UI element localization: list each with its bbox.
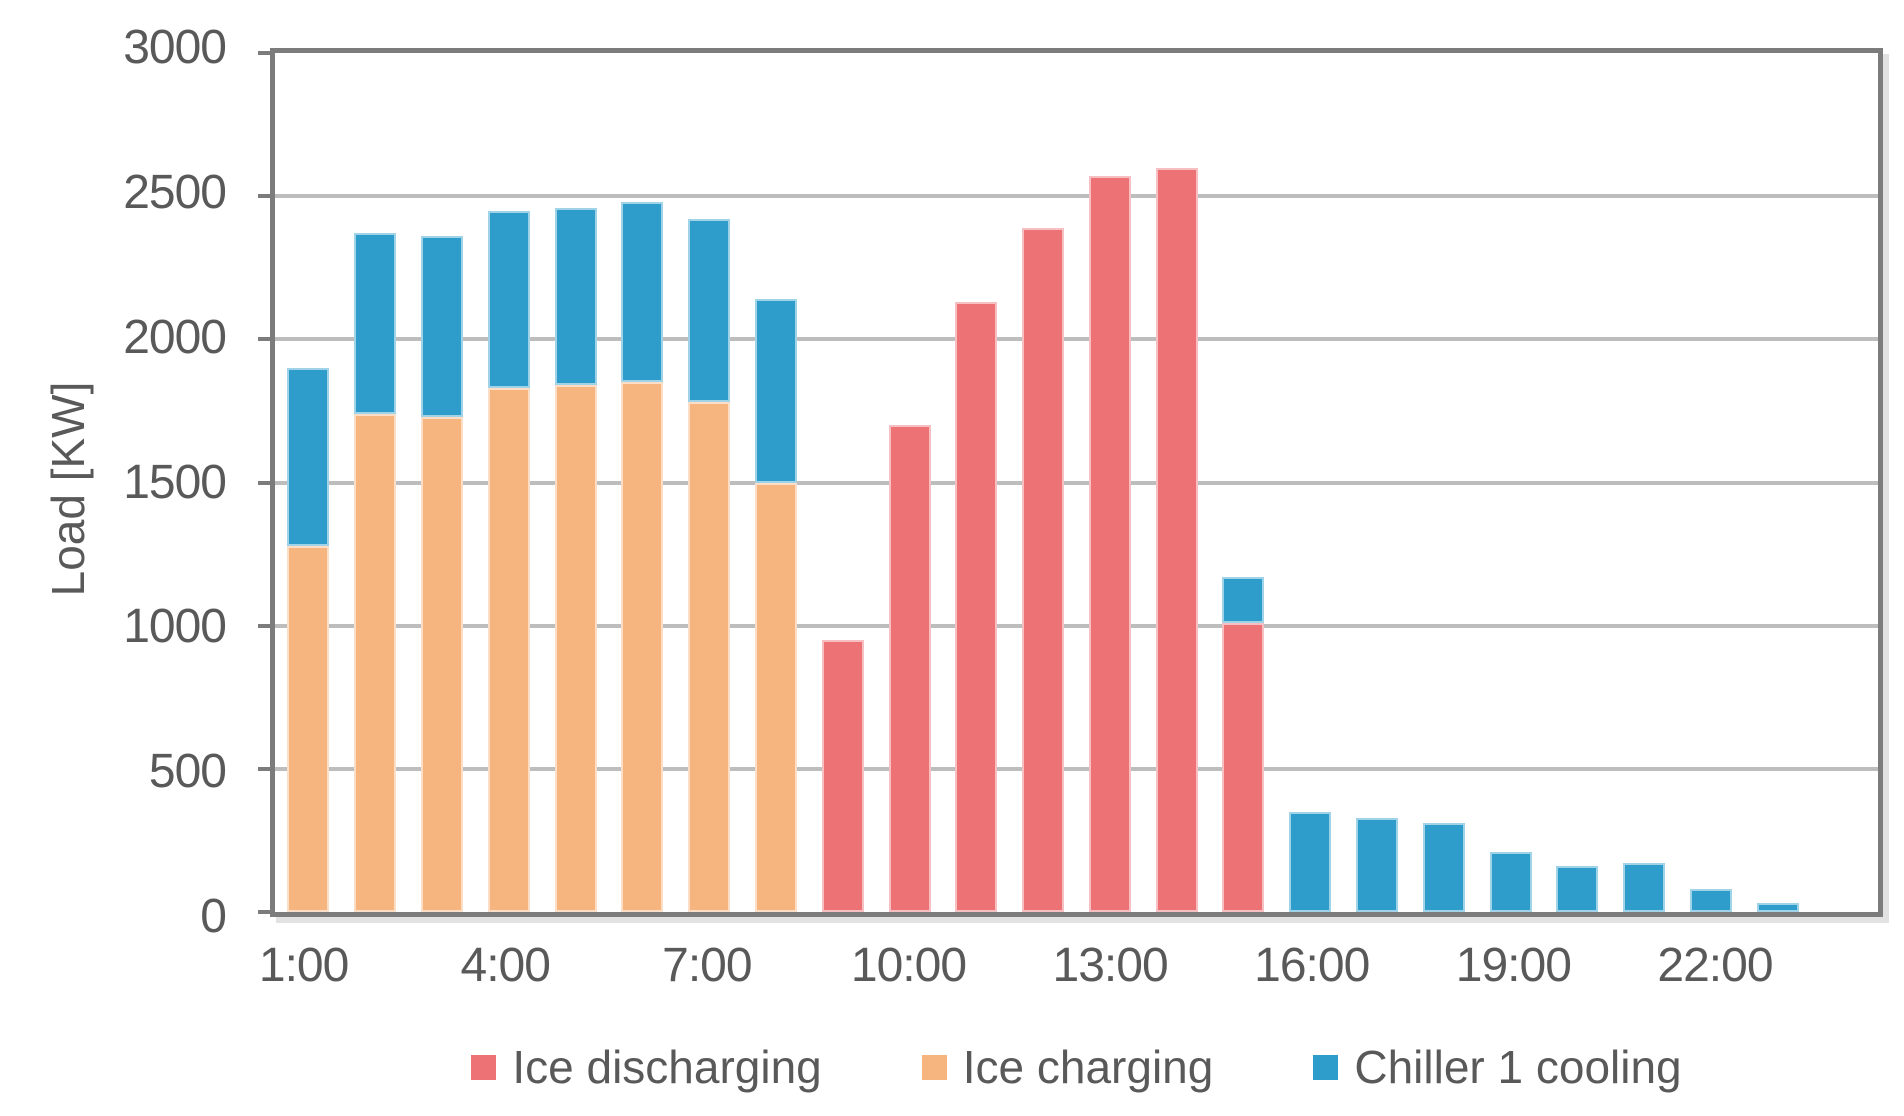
x-tick-label-1600: 16:00 — [1254, 939, 1370, 992]
legend-item-chiller-1-cooling: Chiller 1 cooling — [1313, 1037, 1682, 1097]
x-tick-label-700: 7:00 — [662, 939, 752, 992]
bar-hour1-ice-charging — [287, 545, 330, 912]
bar-hour4-chiller-1-cooling — [487, 210, 530, 389]
y-tick-1000 — [258, 623, 270, 628]
y-tick-1500 — [258, 480, 270, 485]
x-tick-label-100: 1:00 — [258, 939, 349, 992]
x-tick-label-2200: 22:00 — [1657, 939, 1773, 992]
bar-hour23-chiller-1-cooling — [1756, 903, 1799, 912]
bar-hour3-chiller-1-cooling — [420, 236, 463, 417]
bar-hour14-ice-discharging — [1155, 167, 1198, 912]
bar-hour1-chiller-1-cooling — [287, 367, 330, 546]
bar-hour6-chiller-1-cooling — [621, 201, 664, 383]
y-tick-3000 — [258, 51, 270, 55]
bar-hour9-ice-discharging — [821, 639, 864, 912]
x-tick-label-1900: 19:00 — [1455, 939, 1572, 992]
legend-swatch-icon — [921, 1054, 947, 1080]
bar-hour20-chiller-1-cooling — [1556, 866, 1599, 912]
y-tick-label-0: 0 — [200, 890, 227, 943]
gridline-1000 — [275, 623, 1878, 628]
legend-item-ice-discharging: Ice discharging — [471, 1037, 822, 1097]
bar-hour5-chiller-1-cooling — [554, 207, 597, 386]
bar-hour4-ice-charging — [487, 388, 530, 912]
bar-hour11-ice-discharging — [955, 302, 998, 912]
bar-hour22-chiller-1-cooling — [1690, 889, 1733, 912]
y-tick-0 — [258, 910, 270, 914]
bar-hour2-ice-charging — [354, 413, 397, 912]
bar-hour10-ice-discharging — [888, 425, 931, 912]
legend-swatch-icon — [471, 1054, 497, 1080]
x-tick-label-1300: 13:00 — [1052, 939, 1169, 992]
y-tick-2500 — [258, 194, 270, 199]
bar-hour18-chiller-1-cooling — [1422, 823, 1465, 912]
y-tick-label-500: 500 — [148, 745, 227, 799]
y-tick-500 — [258, 766, 270, 771]
legend: Ice discharging Ice charging Chiller 1 coo… — [270, 1032, 1883, 1102]
bar-hour6-ice-charging — [621, 382, 664, 912]
gridline-1500 — [275, 480, 1878, 485]
x-tick-label-400: 4:00 — [460, 939, 551, 992]
bar-hour7-ice-charging — [688, 402, 731, 912]
gridline-500 — [275, 766, 1878, 771]
bar-hour17-chiller-1-cooling — [1356, 817, 1399, 912]
y-tick-label-1000: 1000 — [123, 600, 227, 654]
legend-label: Ice discharging — [512, 1041, 822, 1093]
bar-hour3-ice-charging — [420, 416, 463, 912]
bar-hour8-ice-charging — [754, 482, 797, 912]
bar-hour21-chiller-1-cooling — [1623, 863, 1666, 912]
bar-hour13-ice-discharging — [1088, 176, 1131, 912]
y-tick-2000 — [258, 337, 270, 342]
y-tick-label-2000: 2000 — [123, 310, 227, 364]
plot-area — [258, 48, 1883, 917]
legend-swatch-icon — [1313, 1054, 1339, 1080]
bar-hour15-ice-discharging — [1222, 622, 1265, 912]
bar-hour12-ice-discharging — [1022, 227, 1065, 912]
y-tick-label-1500: 1500 — [123, 455, 227, 509]
bar-hour16-chiller-1-cooling — [1289, 811, 1332, 912]
y-tick-label-3000: 3000 — [123, 21, 227, 74]
bar-hour2-chiller-1-cooling — [354, 233, 397, 414]
bar-hour8-chiller-1-cooling — [754, 299, 797, 483]
gridline-2500 — [275, 194, 1878, 199]
x-tick-label-1000: 10:00 — [850, 939, 967, 992]
bar-hour19-chiller-1-cooling — [1489, 851, 1532, 912]
y-tick-label-2500: 2500 — [123, 165, 227, 219]
bar-hour7-chiller-1-cooling — [688, 219, 731, 403]
legend-label: Chiller 1 cooling — [1354, 1041, 1682, 1093]
bar-hour5-ice-charging — [554, 385, 597, 912]
legend-label: Ice charging — [962, 1041, 1214, 1093]
legend-item-ice-charging: Ice charging — [921, 1037, 1214, 1097]
bar-hour15-chiller-1-cooling — [1222, 577, 1265, 623]
gridline-2000 — [275, 337, 1878, 342]
